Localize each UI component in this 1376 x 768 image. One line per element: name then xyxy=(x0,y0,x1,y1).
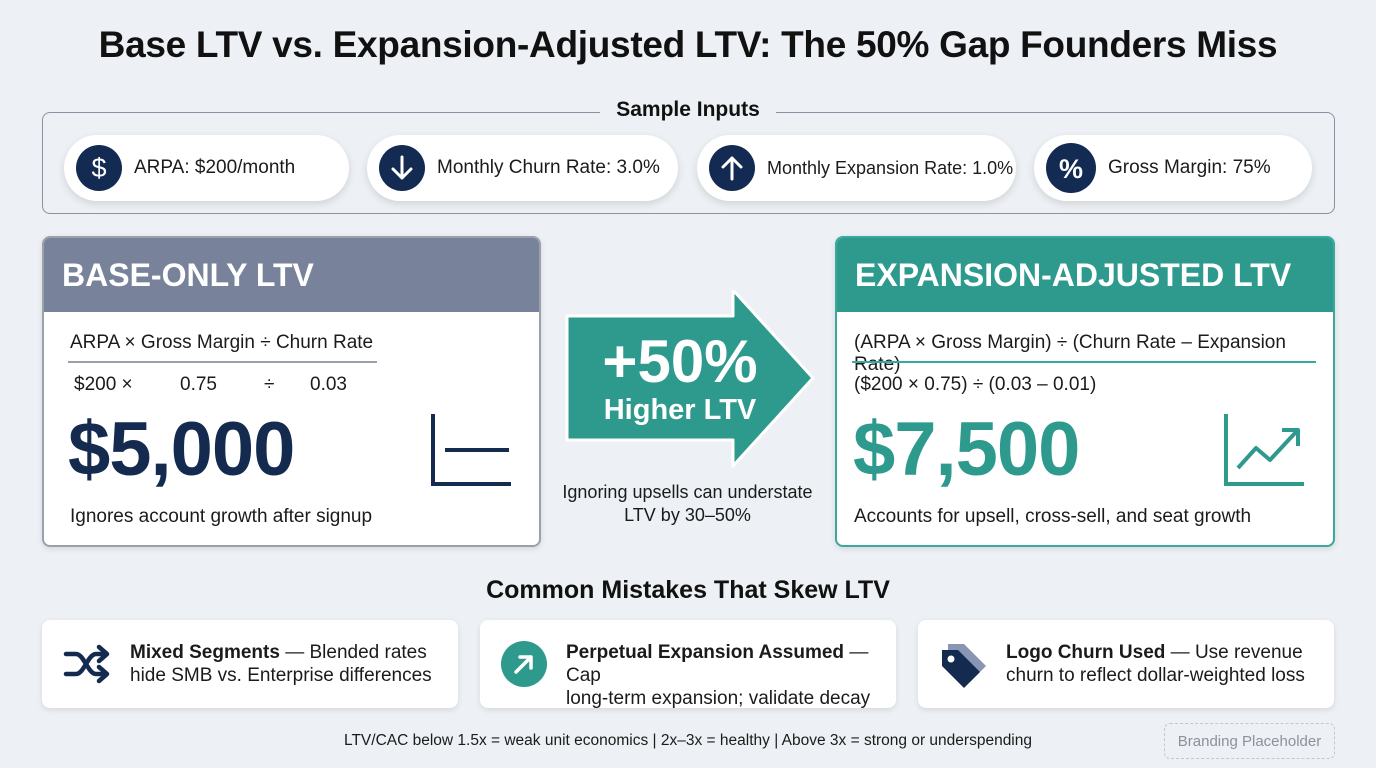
expansion-ltv-value: $7,500 xyxy=(853,407,1080,492)
expansion-ltv-substitution: ($200 × 0.75) ÷ (0.03 – 0.01) xyxy=(854,374,1097,395)
input-pill-label: Monthly Churn Rate: 3.0% xyxy=(437,157,660,178)
input-pill-label: Gross Margin: 75% xyxy=(1108,157,1271,178)
branding-placeholder: Branding Placeholder xyxy=(1164,723,1335,759)
input-pill-label: ARPA: $200/month xyxy=(134,157,296,178)
mistake-title: Logo Churn Used xyxy=(1006,642,1166,663)
mistake-desc-line2: long-term expansion; validate decay xyxy=(566,687,871,709)
gap-percent: +50% xyxy=(602,328,758,395)
trending-up-chart-icon xyxy=(1222,412,1308,497)
arrow-up-right-icon xyxy=(500,640,548,688)
expansion-ltv-heading: EXPANSION-ADJUSTED LTV xyxy=(837,238,1333,312)
sample-inputs-label-wrap: Sample Inputs xyxy=(0,98,1376,122)
page-title: Base LTV vs. Expansion-Adjusted LTV: The… xyxy=(98,24,1278,65)
mistake-title: Mixed Segments xyxy=(130,642,280,663)
mistake-desc: — Blended rates xyxy=(279,642,427,663)
mistake-title: Perpetual Expansion Assumed xyxy=(566,642,845,663)
gap-note: Ignoring upsells can understate LTV by 3… xyxy=(562,482,813,525)
mistakes-title: Common Mistakes That Skew LTV xyxy=(486,576,890,604)
percent-icon: % xyxy=(1046,143,1096,193)
dollar-icon: $ xyxy=(76,145,122,191)
mistake-desc: — Cap xyxy=(566,642,869,686)
mistake-desc: — Use revenue xyxy=(1165,642,1303,663)
formula-divider xyxy=(68,361,377,363)
tag-icon xyxy=(938,640,986,688)
mistake-desc-line2: churn to reflect dollar-weighted loss xyxy=(1006,664,1305,686)
expansion-ltv-card: EXPANSION-ADJUSTED LTV (ARPA × Gross Mar… xyxy=(835,236,1335,547)
gap-label: Higher LTV xyxy=(603,394,757,426)
input-pill-label: Monthly Expansion Rate: 1.0% xyxy=(767,157,1014,178)
expansion-ltv-note: Accounts for upsell, cross-sell, and sea… xyxy=(854,506,1252,527)
input-pill-margin: % Gross Margin: 75% xyxy=(1034,135,1312,201)
base-ltv-note: Ignores account growth after signup xyxy=(70,506,373,527)
base-sub-margin: 0.75 xyxy=(180,374,217,395)
arrow-up-icon xyxy=(709,145,755,191)
base-ltv-formula: ARPA × Gross Margin ÷ Churn Rate xyxy=(70,332,374,353)
shuffle-icon xyxy=(62,640,110,688)
mistake-text: Perpetual Expansion Assumed — Cap long-t… xyxy=(566,642,896,710)
mistake-card-expansion: Perpetual Expansion Assumed — Cap long-t… xyxy=(480,620,896,710)
svg-text:$: $ xyxy=(91,153,106,183)
base-ltv-value: $5,000 xyxy=(68,407,295,492)
svg-text:%: % xyxy=(1059,154,1083,184)
mistake-text: Mixed Segments — Blended rates hide SMB … xyxy=(130,642,432,688)
sample-inputs-label: Sample Inputs xyxy=(600,98,776,122)
mistake-card-logo-churn: Logo Churn Used — Use revenue churn to r… xyxy=(918,620,1334,708)
input-pill-expansion: Monthly Expansion Rate: 1.0% xyxy=(697,135,1016,201)
input-pill-arpa: $ ARPA: $200/month xyxy=(64,135,349,201)
arrow-down-icon xyxy=(379,145,425,191)
input-pill-churn: Monthly Churn Rate: 3.0% xyxy=(367,135,678,201)
formula-divider xyxy=(852,361,1316,363)
base-ltv-heading: BASE-ONLY LTV xyxy=(44,238,539,312)
mistake-desc-line2: hide SMB vs. Enterprise differences xyxy=(130,664,432,686)
base-ltv-card: BASE-ONLY LTV ARPA × Gross Margin ÷ Chur… xyxy=(42,236,541,547)
flat-line-chart-icon xyxy=(429,412,515,497)
expansion-ltv-formula: (ARPA × Gross Margin) ÷ (Churn Rate – Ex… xyxy=(854,332,1286,375)
mistake-text: Logo Churn Used — Use revenue churn to r… xyxy=(1006,642,1305,688)
base-sub-divide: ÷ xyxy=(264,374,275,395)
base-sub-churn: 0.03 xyxy=(310,374,347,395)
gap-arrow xyxy=(565,288,815,475)
base-sub-arpa: $200 × xyxy=(74,374,133,395)
mistake-card-segments: Mixed Segments — Blended rates hide SMB … xyxy=(42,620,458,708)
ltv-cac-footer: LTV/CAC below 1.5x = weak unit economics… xyxy=(343,732,1032,749)
